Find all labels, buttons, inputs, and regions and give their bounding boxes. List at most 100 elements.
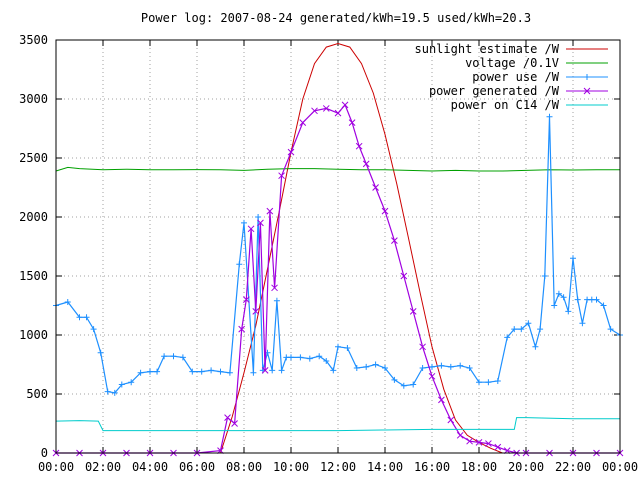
series-point-3 (391, 237, 398, 244)
x-tick-label: 08:00 (226, 460, 262, 474)
series-point-3 (456, 431, 464, 439)
series-point-3 (400, 272, 408, 280)
series-point-3 (341, 101, 349, 109)
series-point-2 (104, 388, 111, 395)
series-point-2 (419, 365, 426, 372)
legend-label-1: voltage /0.1V (465, 56, 559, 70)
legend-label-0: sunlight estimate /W (415, 42, 560, 56)
series-point-2 (288, 354, 294, 361)
series-point-2 (250, 369, 257, 376)
series-point-3 (372, 184, 379, 191)
legend-label-4: power on C14 /W (451, 98, 560, 112)
series-point-3 (266, 207, 274, 215)
x-tick-label: 22:00 (555, 460, 591, 474)
y-tick-label: 3500 (19, 33, 48, 47)
series-point-3 (311, 107, 318, 115)
series-point-3 (261, 367, 269, 374)
legend-marker-3 (583, 87, 591, 95)
y-tick-label: 500 (26, 387, 48, 401)
series-point-2 (97, 349, 104, 356)
series-point-2 (118, 381, 125, 388)
series-point-3 (475, 439, 483, 446)
series-point-3 (447, 416, 455, 424)
series-point-2 (278, 367, 285, 374)
series-point-2 (525, 320, 532, 327)
x-tick-label: 20:00 (508, 460, 544, 474)
legend-marker-2 (584, 74, 590, 80)
series-point-2 (353, 365, 360, 372)
series-point-3 (409, 308, 417, 315)
series-point-2 (344, 344, 351, 351)
series-point-3 (224, 414, 231, 421)
series-point-2 (217, 368, 224, 375)
series-point-2 (565, 308, 572, 315)
x-tick-label: 00:00 (38, 460, 74, 474)
series-point-2 (170, 353, 177, 360)
series-point-2 (485, 379, 492, 386)
series-point-2 (391, 376, 398, 383)
series-point-3 (278, 172, 285, 180)
series-point-3 (231, 420, 238, 427)
series-point-2 (316, 353, 323, 360)
plot-frame (55, 39, 621, 454)
x-tick-label: 04:00 (132, 460, 168, 474)
series-point-2 (438, 362, 445, 369)
series-point-3 (257, 219, 264, 227)
series-point-2 (537, 326, 544, 333)
y-tick-label: 2000 (19, 210, 48, 224)
series-point-2 (447, 363, 454, 370)
series-point-2 (208, 367, 215, 374)
series-point-2 (198, 368, 205, 375)
y-tick-label: 1500 (19, 269, 48, 283)
series-point-2 (546, 113, 553, 120)
series-point-3 (242, 296, 250, 303)
series-point-2 (90, 326, 97, 333)
series-line-1 (55, 166, 620, 172)
series-point-2 (161, 353, 168, 360)
axis-ticks: 0 500 1000 1500 2000 2500 3000 3500 00:00 02:00 04… (19, 33, 638, 474)
series-point-2 (83, 314, 90, 321)
series-line-4 (55, 417, 620, 432)
series-point-3 (238, 325, 246, 333)
series-point-2 (154, 368, 161, 375)
series-point-3 (348, 119, 356, 126)
series-point-2 (147, 368, 153, 375)
series-point-2 (128, 379, 135, 386)
series-point-2 (555, 290, 562, 297)
y-tick-label: 0 (41, 446, 48, 460)
plot-series (52, 42, 624, 457)
series-point-2 (607, 326, 614, 333)
series-point-3 (299, 119, 307, 126)
series-point-2 (574, 296, 581, 303)
series-point-2 (541, 273, 548, 279)
x-tick-label: 12:00 (320, 460, 356, 474)
series-point-3 (466, 437, 473, 445)
series-point-2 (236, 261, 243, 268)
series-point-2 (504, 334, 511, 341)
series-line-0 (220, 42, 503, 454)
series-point-2 (593, 296, 600, 303)
series-point-2 (64, 298, 71, 305)
series-point-2 (457, 362, 464, 369)
series-point-2 (532, 343, 539, 350)
series-point-3 (287, 148, 295, 156)
series-point-2 (372, 361, 379, 368)
series-point-3 (494, 443, 502, 451)
series-point-2 (179, 354, 186, 361)
chart-title: Power log: 2007-08-24 generated/kWh=19.5… (141, 11, 531, 25)
series-point-2 (323, 357, 330, 364)
series-point-2 (255, 214, 262, 220)
series-point-3 (271, 284, 278, 292)
series-point-2 (76, 314, 83, 321)
series-point-2 (297, 354, 304, 361)
x-tick-label: 16:00 (414, 460, 450, 474)
x-tick-label: 02:00 (85, 460, 121, 474)
series-point-3 (252, 308, 260, 315)
series-point-3 (381, 207, 389, 215)
series-point-2 (335, 343, 341, 350)
series-point-3 (247, 225, 255, 233)
series-point-3 (419, 343, 426, 351)
series-point-3 (362, 160, 370, 168)
